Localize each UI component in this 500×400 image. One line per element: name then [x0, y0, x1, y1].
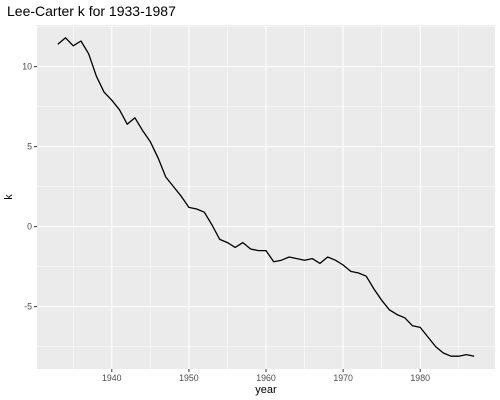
- x-tick-label: 1950: [179, 373, 199, 383]
- y-tick-label: -5: [24, 302, 32, 312]
- major-gridlines: [37, 25, 495, 369]
- y-tick-label: 5: [27, 142, 32, 152]
- series-layer: [57, 37, 475, 357]
- axis-ticks: 1940 1950 1960 1970 1980 -5 0 5 10: [22, 62, 430, 383]
- y-tick-label: 10: [22, 62, 32, 72]
- series-line: [57, 37, 475, 357]
- chart-title: Lee-Carter k for 1933-1987: [7, 3, 176, 19]
- x-tick-label: 1980: [410, 373, 430, 383]
- x-tick-label: 1940: [102, 373, 122, 383]
- y-axis-title: k: [3, 194, 15, 200]
- x-tick-label: 1960: [256, 373, 276, 383]
- x-tick-label: 1970: [333, 373, 353, 383]
- x-axis-title: year: [255, 384, 277, 396]
- y-tick-label: 0: [27, 222, 32, 232]
